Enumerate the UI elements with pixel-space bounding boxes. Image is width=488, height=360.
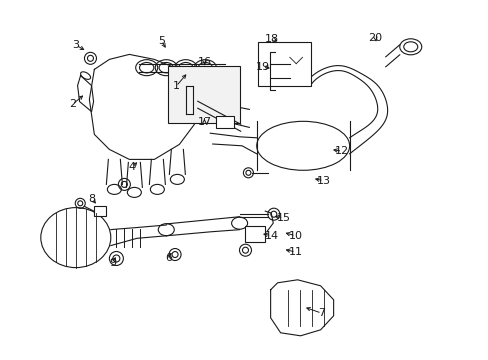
Text: 10: 10 bbox=[288, 231, 302, 241]
Bar bbox=[245, 226, 264, 242]
Text: 20: 20 bbox=[368, 33, 382, 43]
Text: 1: 1 bbox=[172, 81, 179, 91]
Text: 2: 2 bbox=[69, 99, 76, 109]
Bar bbox=[258, 42, 310, 86]
Text: 16: 16 bbox=[197, 57, 211, 67]
Text: 13: 13 bbox=[316, 176, 330, 186]
Bar bbox=[215, 116, 233, 128]
Text: 11: 11 bbox=[288, 247, 302, 257]
Text: 4: 4 bbox=[128, 162, 135, 172]
Bar bbox=[167, 66, 240, 123]
Text: 19: 19 bbox=[255, 62, 269, 72]
Text: 9: 9 bbox=[109, 258, 116, 268]
Text: 7: 7 bbox=[318, 308, 325, 318]
Text: 6: 6 bbox=[165, 253, 172, 264]
Text: 17: 17 bbox=[197, 117, 211, 127]
Text: 3: 3 bbox=[72, 40, 79, 50]
Text: 5: 5 bbox=[158, 36, 164, 46]
Text: 12: 12 bbox=[335, 146, 348, 156]
Text: 8: 8 bbox=[88, 194, 95, 204]
Text: 18: 18 bbox=[265, 34, 279, 44]
Bar bbox=[94, 206, 106, 216]
Text: 15: 15 bbox=[276, 213, 290, 223]
Text: 14: 14 bbox=[264, 231, 278, 241]
